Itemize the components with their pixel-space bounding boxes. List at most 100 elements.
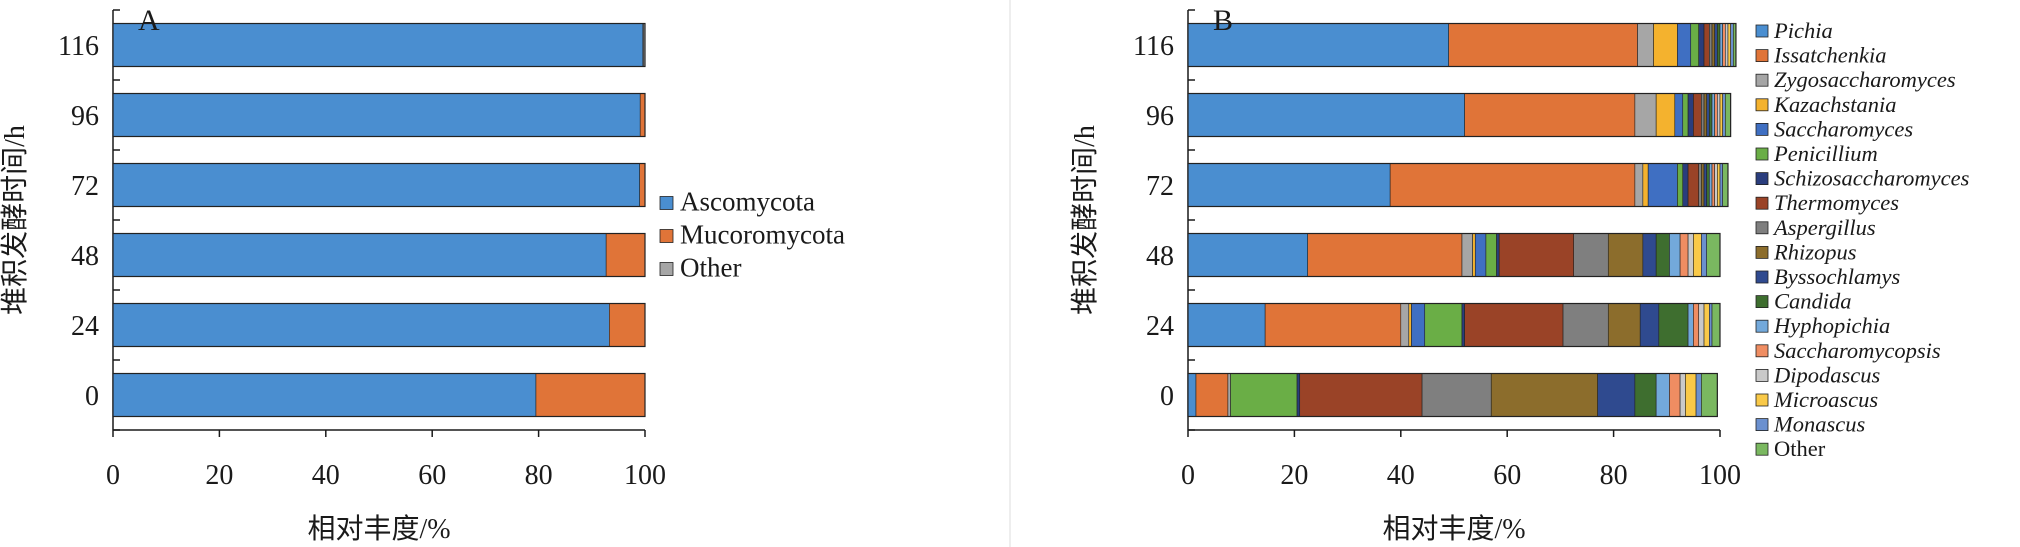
bar-segment-72-byssochlamys xyxy=(1703,163,1708,207)
bar-segment-96-issatchenkia xyxy=(1464,93,1636,137)
bar-segment-24-thermomyces xyxy=(1464,303,1564,347)
bar-outline xyxy=(1187,162,1729,208)
legend-label: Monascus xyxy=(1773,412,1865,437)
legend-swatch-monascus xyxy=(1755,418,1769,432)
legend-label: Ascomycota xyxy=(680,187,815,217)
bar-segment-116-saccharomycopsis xyxy=(1722,23,1726,67)
bar-segment-24-schizosaccharomyces xyxy=(1461,303,1465,347)
x-tick-label: 0 xyxy=(106,460,120,491)
bar-segment-0-ascomycota xyxy=(112,373,537,417)
bar-segment-48-saccharomycopsis xyxy=(1679,233,1689,277)
x-axis-label: 相对丰度/% xyxy=(1382,513,1525,545)
bar-segment-0-issatchenkia xyxy=(1195,373,1229,417)
bar-segment-24-other xyxy=(1711,303,1721,347)
bar-segment-48-rhizopus xyxy=(1607,233,1644,277)
bar-segment-116-zygosaccharomyces xyxy=(1637,23,1654,67)
bar-segment-96-candida xyxy=(1709,93,1713,137)
bar-segment-0-rhizopus xyxy=(1490,373,1598,417)
bar-segment-116-rhizopus xyxy=(1711,23,1715,67)
legend-swatch-zygosaccharomyces xyxy=(1755,73,1769,87)
bar-segment-0-saccharomycopsis xyxy=(1669,373,1681,417)
x-tick-label: 60 xyxy=(418,460,446,491)
bar-segment-24-dipodascus xyxy=(1698,303,1705,347)
bar-segment-24-byssochlamys xyxy=(1639,303,1660,347)
y-tick-label: 96 xyxy=(1146,101,1174,132)
bar-segment-72-thermomyces xyxy=(1687,163,1700,207)
bar-segment-72-saccharomyces xyxy=(1647,163,1678,207)
x-tick-label: 100 xyxy=(1699,460,1741,491)
bar-segment-48-byssochlamys xyxy=(1642,233,1657,277)
bar-segment-48-dipodascus xyxy=(1687,233,1694,277)
bar-segment-48-kazachstania xyxy=(1472,233,1476,277)
bar-segment-48-aspergillus xyxy=(1573,233,1609,277)
bar-segment-24-candida xyxy=(1658,303,1689,347)
chart-panel-b: 0 20 40 60 80 100 0 24 48 72 96 116 相对丰度/% 堆积发酵时间/h B P… xyxy=(1069,4,1970,545)
bar-segment-116-kazachstania xyxy=(1653,23,1678,67)
x-tick-label: 60 xyxy=(1493,460,1521,491)
legend-swatch-mucoromycota xyxy=(659,229,674,243)
legend-label: Penicillium xyxy=(1773,141,1878,166)
bar-segment-48-hyphopichia xyxy=(1669,233,1681,277)
legend-swatch-candida xyxy=(1755,295,1769,309)
bar-segment-48-microascus xyxy=(1693,233,1702,277)
bar-segment-72-ascomycota xyxy=(112,163,640,207)
bar-segment-96-saccharomycopsis xyxy=(1714,93,1718,137)
legend-swatch-ascomycota xyxy=(659,196,674,210)
bar-segment-72-hyphopichia xyxy=(1709,163,1713,207)
bar-outline xyxy=(1187,302,1721,348)
x-tick-label: 40 xyxy=(312,460,340,491)
bar-segment-0-microascus xyxy=(1685,373,1697,417)
bar-segment-96-saccharomyces xyxy=(1674,93,1684,137)
bar-segment-72-kazachstania xyxy=(1642,163,1649,207)
bar-segment-0-pichia xyxy=(1187,373,1197,417)
bar-segment-72-schizosaccharomyces xyxy=(1682,163,1689,207)
bar-segment-48-ascomycota xyxy=(112,233,607,277)
bar-segment-24-aspergillus xyxy=(1562,303,1609,347)
legend-label: Saccharomyces xyxy=(1774,116,1913,141)
bar-segment-24-ascomycota xyxy=(112,303,610,347)
bar-outline xyxy=(112,302,646,348)
bar-segment-72-issatchenkia xyxy=(1389,163,1636,207)
x-tick-label: 0 xyxy=(1181,460,1195,491)
bar-segment-96-hyphopichia xyxy=(1711,93,1715,137)
bar-segment-96-dipodascus xyxy=(1717,93,1721,137)
legend-swatch-other xyxy=(1755,442,1769,456)
chart-panel-a: 0 20 40 60 80 100 0 24 48 72 96 116 相对丰度/% 堆积发酵时间/h A A… xyxy=(0,4,845,545)
bar-outline xyxy=(112,22,646,68)
legend-label: Aspergillus xyxy=(1772,215,1876,240)
y-tick-label: 72 xyxy=(71,171,99,202)
bar-segment-96-zygosaccharomyces xyxy=(1634,93,1657,137)
bar-segment-116-penicillium xyxy=(1690,23,1700,67)
bar-segment-0-candida xyxy=(1634,373,1657,417)
bar-segment-72-monascus xyxy=(1719,163,1723,207)
bar-segment-48-candida xyxy=(1655,233,1670,277)
bar-segment-24-kazachstania xyxy=(1408,303,1412,347)
bar-segment-72-microascus xyxy=(1717,163,1721,207)
bar-segment-0-other xyxy=(1701,373,1718,417)
y-tick-label: 0 xyxy=(1160,381,1174,412)
bar-segment-96-other xyxy=(1725,93,1731,137)
bar-segment-24-saccharomyces xyxy=(1411,303,1426,347)
bar-segment-96-pichia xyxy=(1187,93,1465,137)
bar-segment-96-aspergillus xyxy=(1701,93,1705,137)
x-tick-label: 80 xyxy=(525,460,553,491)
bar-segment-48-schizosaccharomyces xyxy=(1496,233,1500,277)
legend-swatch-rhizopus xyxy=(1755,245,1769,259)
legend-swatch-aspergillus xyxy=(1755,221,1769,235)
bar-segment-48-zygosaccharomyces xyxy=(1461,233,1473,277)
bar-segment-116-aspergillus xyxy=(1709,23,1713,67)
bar-segment-96-rhizopus xyxy=(1703,93,1708,137)
bar-outline xyxy=(112,92,646,138)
bar-segment-96-mucoromycota xyxy=(639,93,646,137)
bar-segment-0-aspergillus xyxy=(1421,373,1492,417)
x-tick-label: 20 xyxy=(205,460,233,491)
bar-outline xyxy=(112,372,646,418)
legend-label: Schizosaccharomyces xyxy=(1774,166,1970,191)
bar-segment-24-hyphopichia xyxy=(1687,303,1694,347)
bar-segment-116-ascomycota xyxy=(112,23,644,67)
bar-segment-24-issatchenkia xyxy=(1264,303,1402,347)
legend-swatch-penicillium xyxy=(1755,147,1769,161)
bar-segment-72-candida xyxy=(1706,163,1710,207)
bar-segment-0-monascus xyxy=(1695,373,1702,417)
